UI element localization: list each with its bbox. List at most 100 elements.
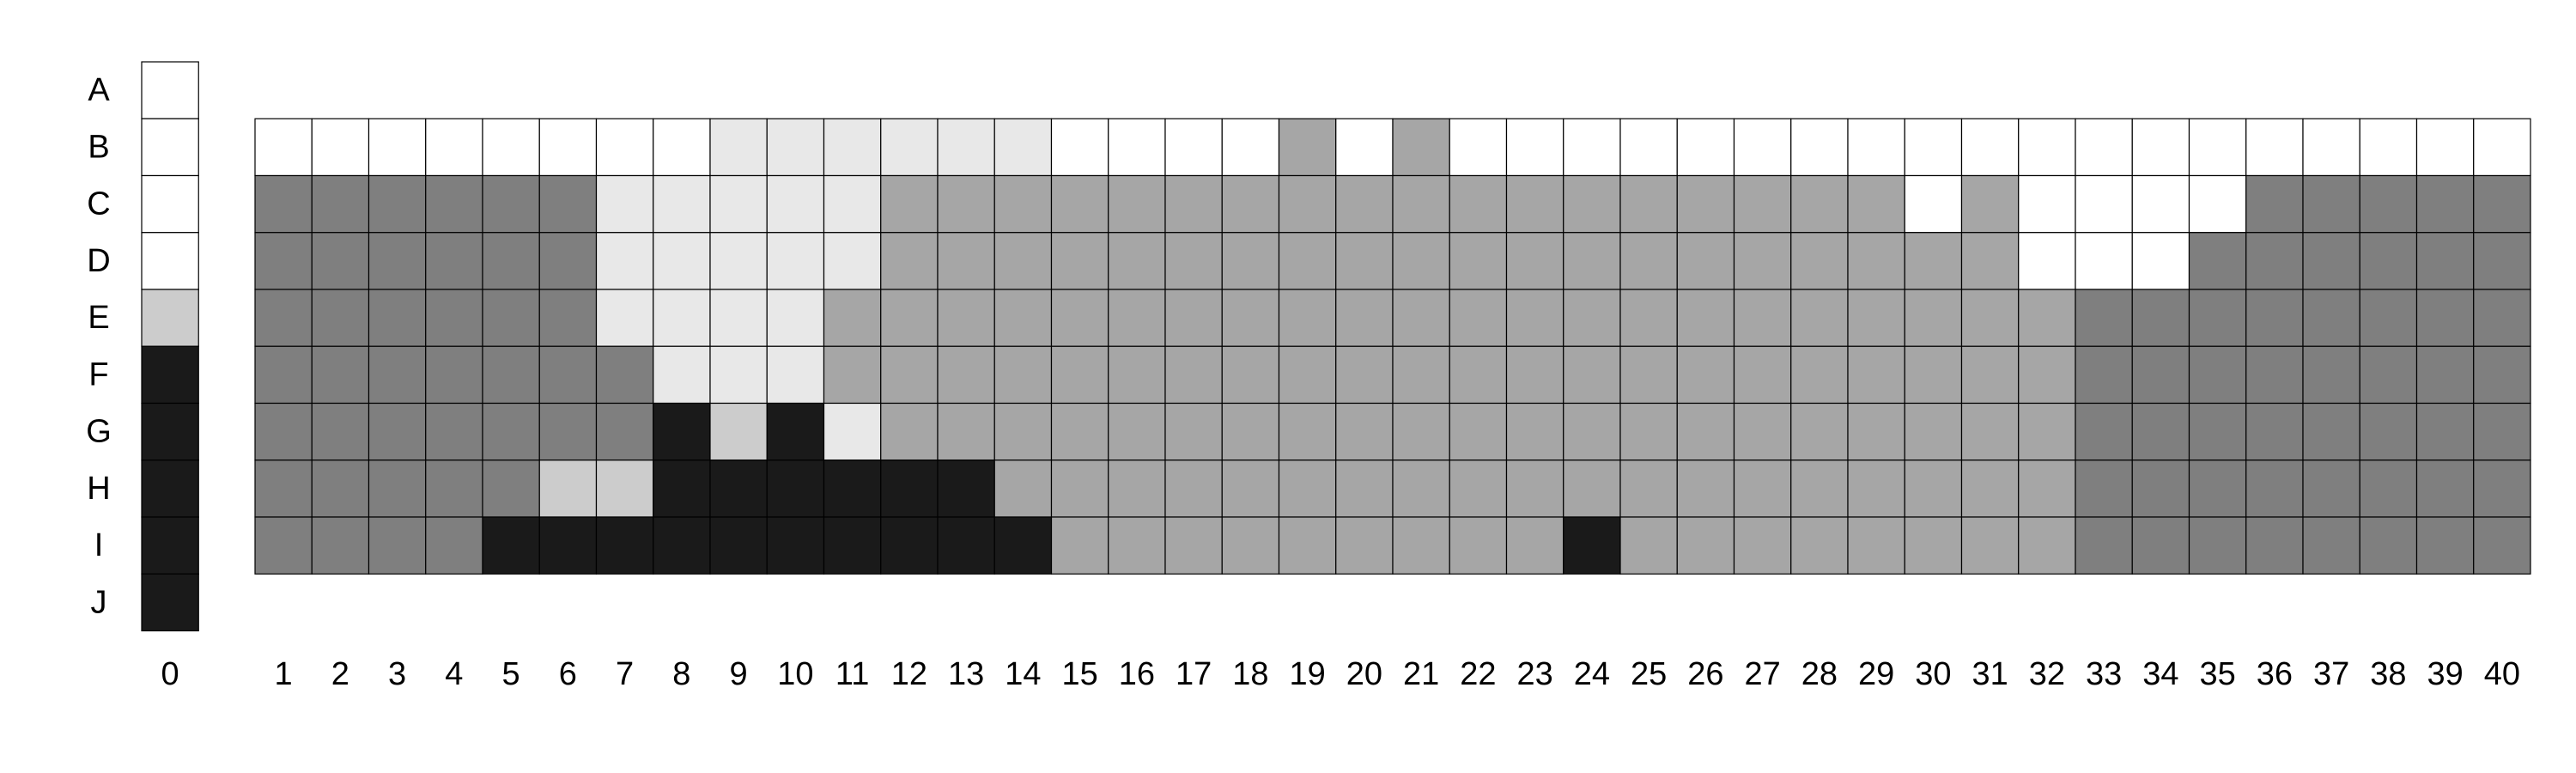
grid-cell	[311, 118, 370, 177]
grid-cell	[937, 118, 995, 177]
grid-cell	[2415, 174, 2475, 234]
grid-cell	[2302, 118, 2360, 177]
grid-cell	[1733, 516, 1792, 575]
grid-cell	[880, 232, 939, 290]
grid-cell	[653, 289, 711, 347]
grid-cell	[2131, 516, 2190, 575]
grid-cell	[2245, 345, 2304, 405]
grid-cell	[766, 174, 825, 234]
row-label: G	[86, 414, 112, 450]
grid-cell	[1847, 289, 1905, 347]
grid-cell	[1847, 345, 1905, 405]
grid-cell	[2302, 289, 2360, 347]
grid-cell	[880, 516, 939, 575]
grid-cell	[1619, 460, 1678, 518]
column-label: 29	[1858, 656, 1894, 692]
grid-cell	[709, 232, 768, 290]
column-label: 9	[730, 656, 748, 692]
grid-cell	[1392, 516, 1450, 575]
grid-cell	[2473, 174, 2531, 234]
grid-cell	[653, 402, 711, 461]
grid-cell	[2188, 232, 2247, 290]
grid-cell	[937, 345, 995, 405]
grid-cell	[368, 174, 427, 234]
grid-cell	[823, 460, 882, 518]
grid-cell	[595, 118, 654, 177]
grid-cell	[766, 460, 825, 518]
column-label: 32	[2029, 656, 2065, 692]
column-label: 15	[1061, 656, 1097, 692]
grid-cell	[1164, 345, 1223, 405]
grid-cell	[766, 118, 825, 177]
column-label: 25	[1631, 656, 1667, 692]
grid-cell	[823, 289, 882, 347]
grid-cell	[1392, 174, 1450, 234]
grid-cell	[482, 174, 540, 234]
grid-cell	[425, 118, 483, 177]
column-label: 17	[1176, 656, 1212, 692]
grid-cell	[709, 460, 768, 518]
grid-cell	[1733, 118, 1792, 177]
grid-cell	[1278, 118, 1337, 177]
row-label: F	[88, 356, 108, 393]
grid-cell	[2188, 460, 2247, 518]
grid-cell	[1505, 289, 1564, 347]
grid-cell	[766, 289, 825, 347]
grid-cell	[254, 118, 313, 177]
grid-cell	[2188, 402, 2247, 461]
grid-cell	[2359, 402, 2418, 461]
grid-cell	[2302, 402, 2360, 461]
grid-cell	[2473, 516, 2531, 575]
column-label: 20	[1346, 656, 1382, 692]
grid-cell	[1335, 118, 1394, 177]
grid-cell	[1392, 289, 1450, 347]
grid-cell	[1733, 232, 1792, 290]
column-label: 38	[2370, 656, 2406, 692]
legend-cell	[141, 232, 199, 290]
grid-cell	[937, 460, 995, 518]
row-label: B	[88, 129, 109, 165]
column-label: 35	[2199, 656, 2235, 692]
grid-cell	[2359, 345, 2418, 405]
grid-cell	[2131, 232, 2190, 290]
grid-cell	[823, 345, 882, 405]
grid-cell	[595, 345, 654, 405]
grid-cell	[1050, 345, 1109, 405]
grid-cell	[766, 402, 825, 461]
grid-cell	[1733, 402, 1792, 461]
legend-cell	[141, 174, 199, 234]
grid-cell	[2473, 402, 2531, 461]
grid-cell	[1164, 289, 1223, 347]
grid-cell	[2415, 402, 2475, 461]
grid-cell	[1164, 118, 1223, 177]
grid-cell	[1449, 289, 1508, 347]
grid-cell	[2188, 174, 2247, 234]
grid-cell	[595, 232, 654, 290]
grid-cell	[2415, 345, 2475, 405]
grid-cell	[1221, 345, 1280, 405]
grid-cell	[823, 174, 882, 234]
grid-cell	[1563, 345, 1621, 405]
column-label: 24	[1574, 656, 1610, 692]
grid-cell	[1278, 289, 1337, 347]
grid-cell	[1335, 516, 1394, 575]
grid-cell	[1847, 118, 1905, 177]
grid-cell	[311, 402, 370, 461]
grid-cell	[1676, 460, 1735, 518]
grid-cell	[1676, 402, 1735, 461]
column-label: 10	[777, 656, 813, 692]
grid-cell	[937, 289, 995, 347]
grid-cell	[2131, 402, 2190, 461]
grid-cell	[482, 345, 540, 405]
grid-cell	[1050, 174, 1109, 234]
grid-cell	[1563, 289, 1621, 347]
grid-cell	[1108, 402, 1166, 461]
grid-cell	[1960, 174, 2020, 234]
grid-cell	[2018, 402, 2076, 461]
grid-cell	[254, 402, 313, 461]
grid-cell	[1619, 516, 1678, 575]
grid-cell	[2415, 118, 2475, 177]
grid-cell	[1505, 402, 1564, 461]
grid-cell	[368, 402, 427, 461]
